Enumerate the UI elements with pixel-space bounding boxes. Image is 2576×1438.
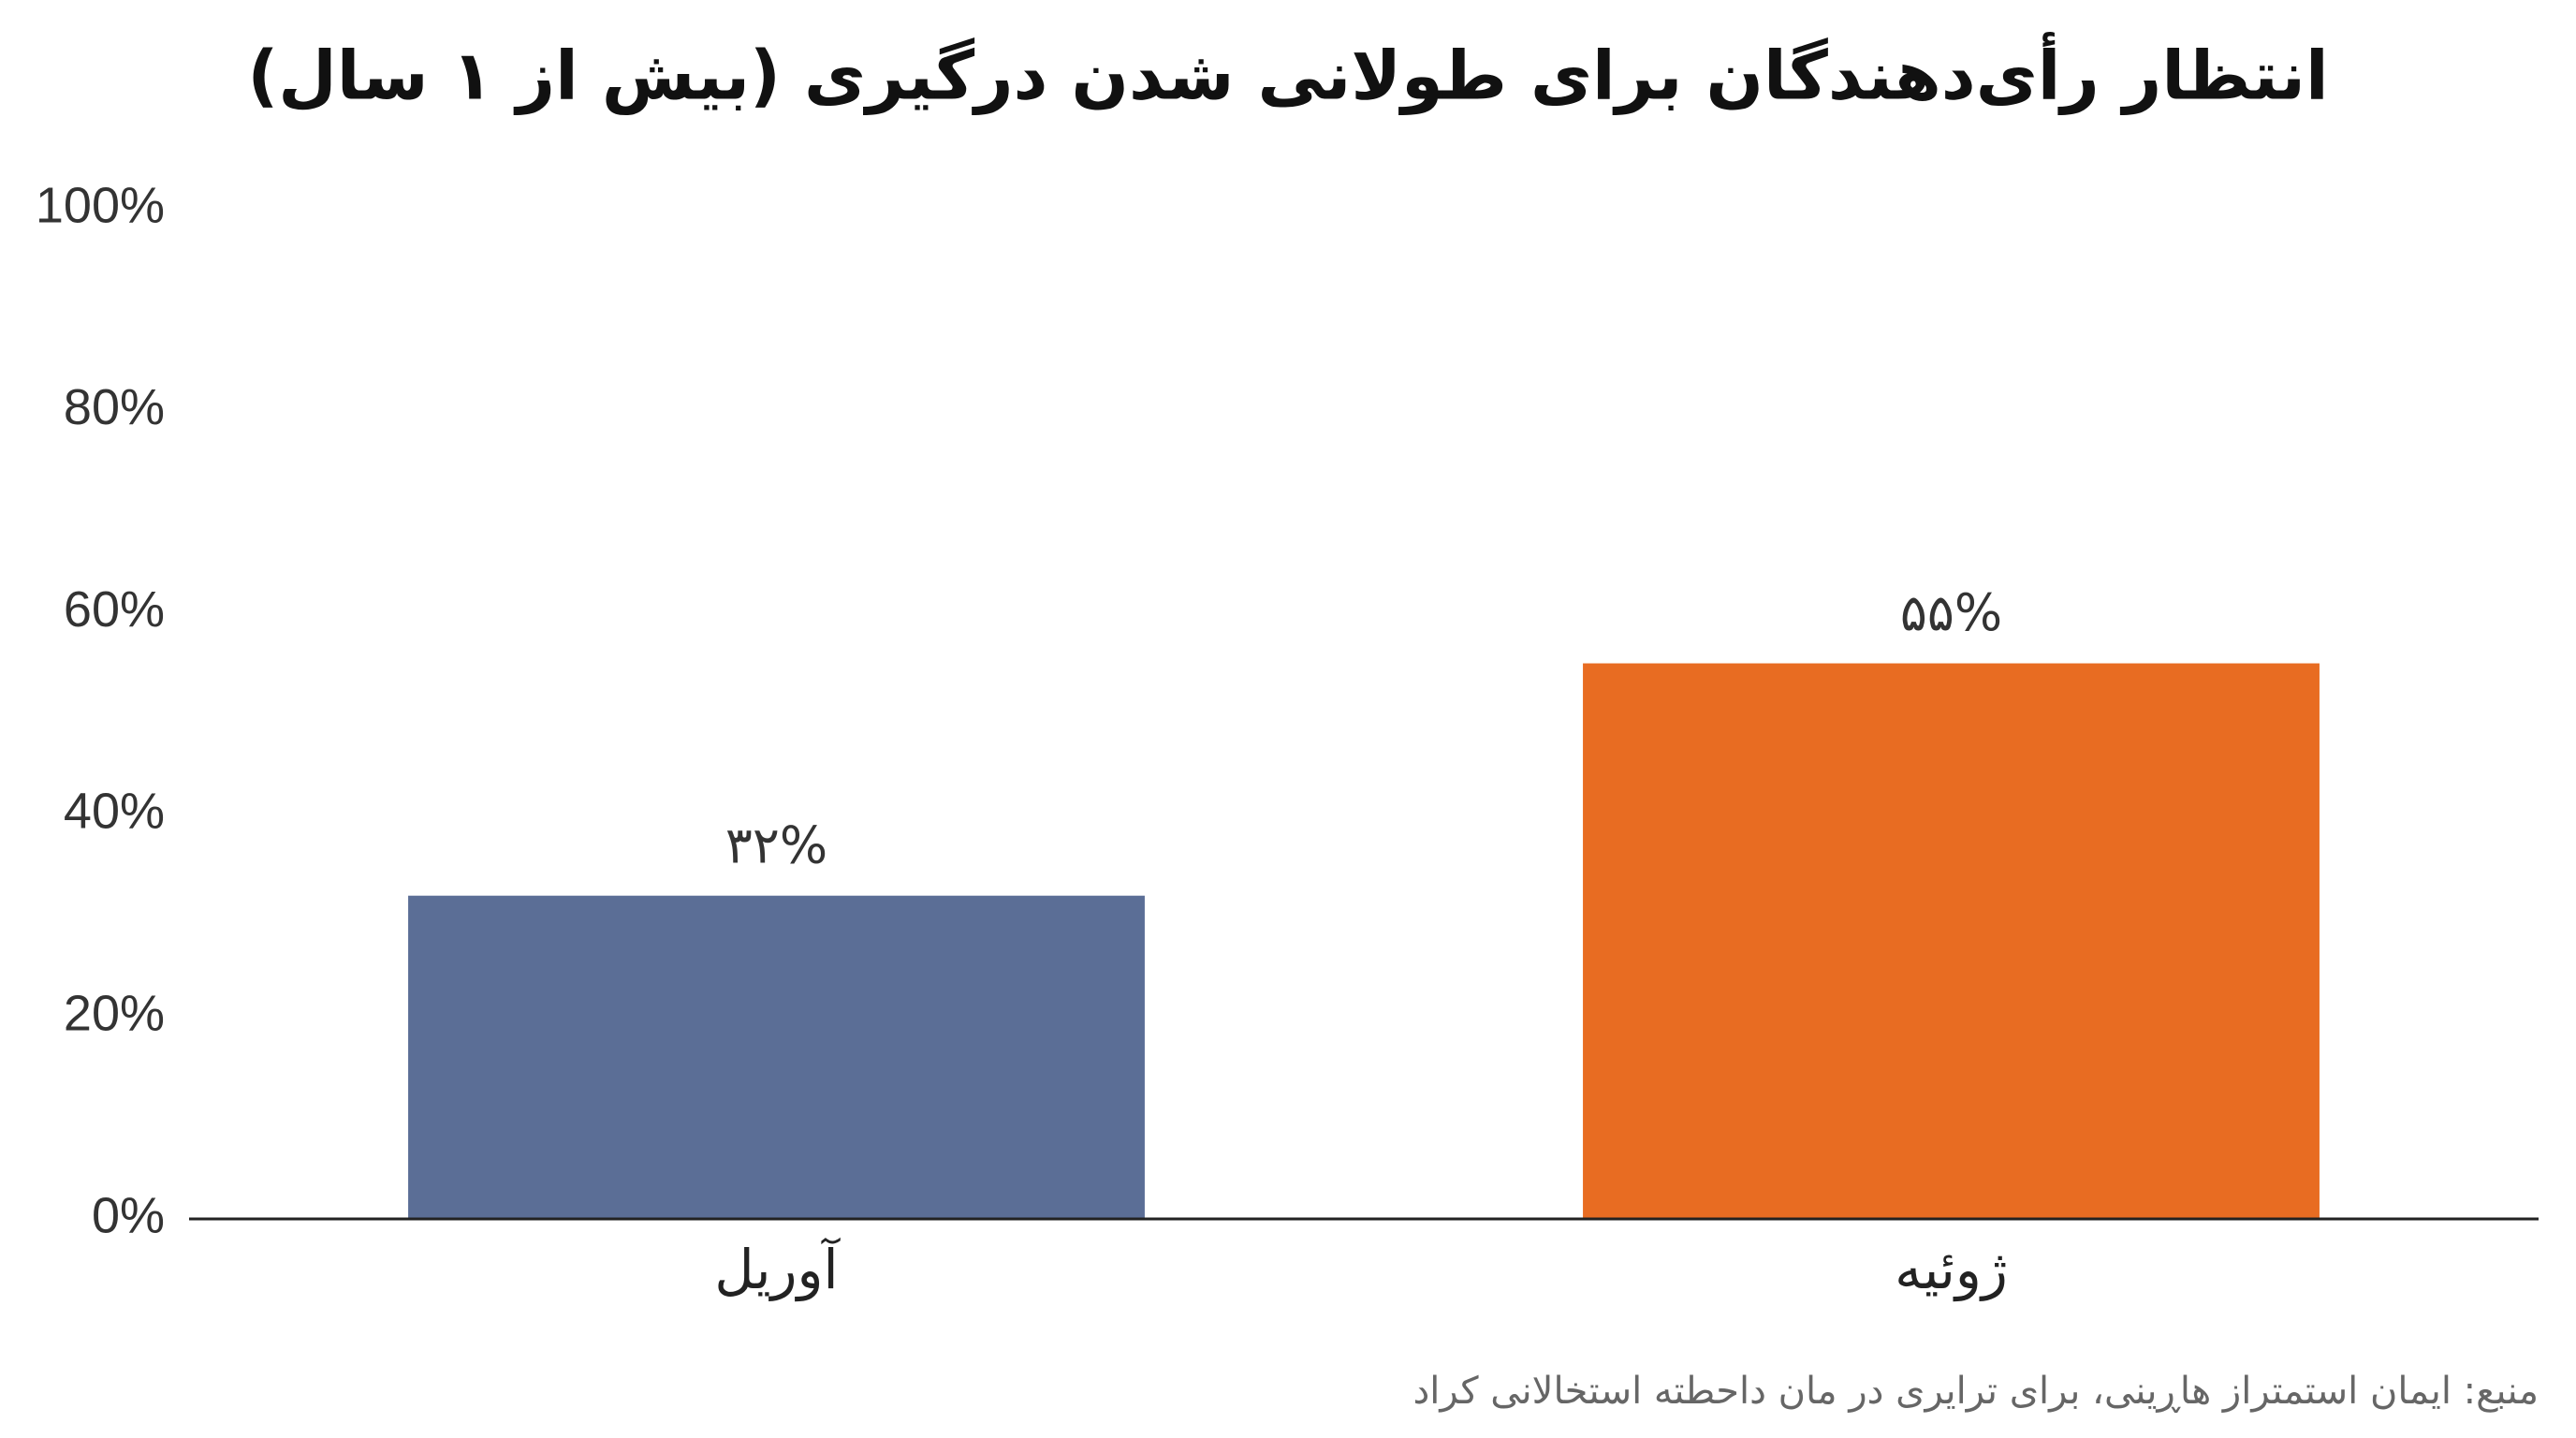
value-label: ۵۵% <box>1900 583 2002 642</box>
y-tick-label: 0% <box>92 1187 165 1243</box>
x-tick-label: ژوئیه <box>1895 1238 2008 1302</box>
bar <box>408 895 1145 1219</box>
y-tick-label: 100% <box>36 177 165 233</box>
source-note: منبع: ایمان استمتراز هاڕینی، برای ترایری… <box>1412 1370 2539 1413</box>
bar <box>1583 663 2320 1219</box>
y-tick-label: 80% <box>64 379 165 435</box>
value-label: ۳۲% <box>725 815 827 874</box>
chart-title: انتظار رأی‌دهندگان برای طولانی شدن درگیر… <box>247 32 2328 116</box>
y-tick-label: 60% <box>64 581 165 638</box>
y-tick-label: 20% <box>64 985 165 1041</box>
y-tick-label: 40% <box>64 784 165 840</box>
x-tick-label: آوریل <box>714 1237 841 1302</box>
